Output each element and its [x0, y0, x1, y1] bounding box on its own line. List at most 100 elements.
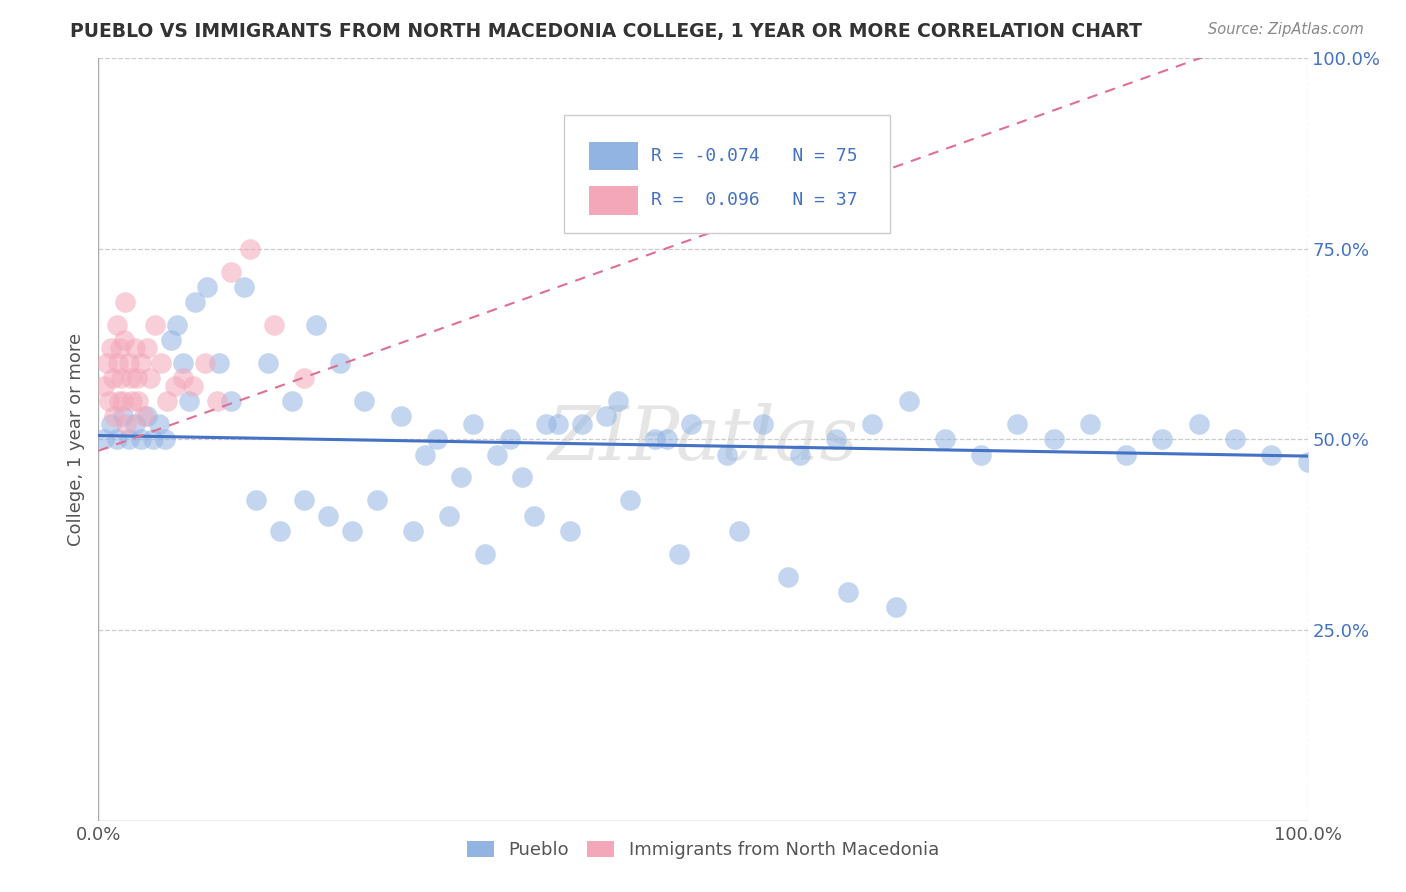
- Text: Source: ZipAtlas.com: Source: ZipAtlas.com: [1208, 22, 1364, 37]
- Point: [172, 371, 194, 385]
- Point: [292, 371, 315, 385]
- Point: [486, 448, 509, 462]
- Point: [184, 295, 207, 310]
- Point: [124, 417, 146, 431]
- Point: [181, 379, 204, 393]
- Point: [437, 508, 460, 523]
- Point: [1260, 448, 1282, 462]
- Point: [558, 524, 581, 538]
- Point: [245, 493, 267, 508]
- Point: [221, 394, 243, 409]
- Point: [292, 493, 315, 508]
- Point: [118, 433, 141, 447]
- Point: [127, 394, 149, 409]
- Point: [510, 470, 533, 484]
- Point: [263, 318, 285, 332]
- Point: [269, 524, 291, 538]
- Point: [93, 433, 115, 447]
- Point: [172, 356, 194, 370]
- Point: [195, 279, 218, 293]
- Point: [776, 569, 799, 583]
- Point: [111, 394, 134, 409]
- Point: [105, 318, 128, 332]
- Y-axis label: College, 1 year or more: College, 1 year or more: [66, 333, 84, 546]
- Point: [426, 433, 449, 447]
- Point: [1152, 433, 1174, 447]
- Point: [305, 318, 328, 332]
- Point: [112, 333, 135, 347]
- Point: [789, 448, 811, 462]
- Point: [316, 508, 339, 523]
- Point: [474, 547, 496, 561]
- Point: [114, 295, 136, 310]
- Text: R =  0.096   N = 37: R = 0.096 N = 37: [651, 191, 858, 209]
- Point: [256, 356, 278, 370]
- Point: [934, 433, 956, 447]
- Point: [96, 356, 118, 370]
- Point: [121, 394, 143, 409]
- Point: [108, 394, 131, 409]
- Point: [366, 493, 388, 508]
- FancyBboxPatch shape: [589, 186, 638, 214]
- Point: [668, 547, 690, 561]
- Point: [752, 417, 775, 431]
- Point: [110, 371, 132, 385]
- FancyBboxPatch shape: [589, 142, 638, 170]
- Point: [208, 356, 231, 370]
- Point: [205, 394, 228, 409]
- Point: [1042, 433, 1064, 447]
- Point: [135, 341, 157, 355]
- Point: [679, 417, 702, 431]
- Point: [716, 448, 738, 462]
- Point: [232, 279, 254, 293]
- Point: [101, 371, 124, 385]
- Point: [970, 448, 993, 462]
- FancyBboxPatch shape: [564, 115, 890, 234]
- Point: [897, 394, 920, 409]
- Point: [1078, 417, 1101, 431]
- Point: [135, 409, 157, 424]
- Point: [107, 356, 129, 370]
- Point: [644, 433, 666, 447]
- Point: [142, 433, 165, 447]
- Point: [108, 341, 131, 355]
- Point: [98, 394, 121, 409]
- Point: [143, 318, 166, 332]
- Point: [607, 394, 630, 409]
- Point: [886, 600, 908, 615]
- Point: [179, 394, 201, 409]
- Point: [118, 356, 141, 370]
- Point: [342, 524, 364, 538]
- Point: [160, 333, 183, 347]
- Point: [1007, 417, 1029, 431]
- Legend: Pueblo, Immigrants from North Macedonia: Pueblo, Immigrants from North Macedonia: [460, 834, 946, 866]
- Point: [93, 379, 115, 393]
- Point: [103, 409, 125, 424]
- Point: [115, 417, 138, 431]
- Point: [100, 417, 122, 431]
- Point: [1296, 455, 1319, 469]
- Point: [402, 524, 425, 538]
- Point: [450, 470, 472, 484]
- Point: [156, 394, 179, 409]
- Point: [837, 585, 859, 599]
- Point: [120, 371, 142, 385]
- Point: [139, 371, 162, 385]
- Point: [150, 356, 173, 370]
- Text: PUEBLO VS IMMIGRANTS FROM NORTH MACEDONIA COLLEGE, 1 YEAR OR MORE CORRELATION CH: PUEBLO VS IMMIGRANTS FROM NORTH MACEDONI…: [70, 22, 1142, 41]
- Point: [329, 356, 352, 370]
- Point: [825, 433, 848, 447]
- Point: [105, 433, 128, 447]
- Text: ZIPatlas: ZIPatlas: [547, 403, 859, 475]
- Point: [124, 341, 146, 355]
- Point: [1223, 433, 1246, 447]
- Point: [523, 508, 546, 523]
- Point: [389, 409, 412, 424]
- Point: [655, 433, 678, 447]
- Point: [860, 417, 883, 431]
- Point: [595, 409, 617, 424]
- Point: [1115, 448, 1137, 462]
- Point: [571, 417, 593, 431]
- Point: [134, 409, 156, 424]
- Point: [221, 264, 243, 278]
